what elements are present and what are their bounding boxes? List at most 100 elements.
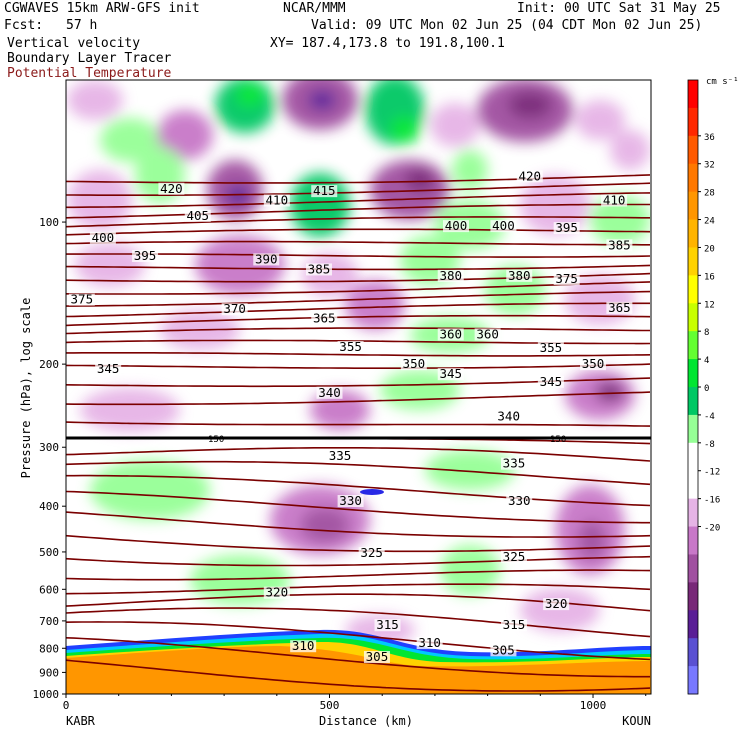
colorbar-segment (688, 414, 698, 444)
theta-contour (66, 352, 651, 357)
theta-contour (66, 302, 650, 318)
theta-label: 305 (492, 642, 515, 657)
theta-label-bg (506, 495, 533, 508)
theta-contour (66, 327, 650, 335)
colorbar-segment (688, 219, 698, 248)
colorbar-tick-label: -4 (704, 412, 715, 422)
theta-label-bg (543, 598, 570, 611)
theta-label: 390 (255, 251, 278, 266)
theta-label: 410 (603, 192, 626, 207)
theta-label-bg (316, 386, 343, 399)
theta-contour (66, 314, 651, 327)
potential-temperature-contours (66, 174, 651, 692)
theta-label-bg (132, 249, 159, 262)
theta-contour (66, 253, 651, 258)
theta-label: 340 (318, 385, 341, 400)
theta-label-bg (400, 358, 427, 371)
theta-contour (66, 447, 651, 462)
theta-label-bg (95, 363, 122, 376)
theta-label: 380 (439, 268, 462, 283)
colorbar-unit: cm s⁻¹ (706, 77, 739, 87)
x-tick-label: 1000 (580, 699, 607, 712)
theta-label: 335 (503, 456, 526, 471)
field-vertical-velocity: Vertical velocity (7, 36, 141, 51)
theta-label: 325 (360, 545, 383, 560)
center-label: NCAR/MMM (283, 1, 346, 16)
y-tick-label: 900 (39, 666, 59, 679)
theta-label: 335 (329, 448, 352, 463)
colorbar-segment (688, 666, 698, 695)
theta-labels: 4204054003954104153903853703753653553503… (68, 168, 633, 664)
colorbar-segment (688, 387, 698, 416)
theta-label: 400 (92, 230, 115, 245)
colorbar-segment (688, 442, 698, 472)
theta-contour (66, 621, 651, 661)
theta-contour (66, 607, 651, 638)
colorbar-segment (688, 191, 698, 221)
theta-label: 350 (403, 356, 426, 371)
colorbar-segment (688, 135, 698, 165)
theta-label: 400 (492, 218, 515, 233)
colorbar-segment (688, 359, 698, 388)
theta-label: 325 (503, 549, 526, 564)
tropopause-label-2: 150 (550, 435, 566, 445)
theta-contour (66, 511, 651, 538)
theta-contour (66, 555, 651, 567)
theta-label: 400 (445, 218, 468, 233)
theta-label-bg (374, 619, 401, 632)
theta-label-bg (437, 368, 464, 381)
theta-label-bg (537, 375, 564, 388)
theta-contour (66, 182, 651, 196)
colorbar-segment (688, 610, 698, 639)
colorbar-segment (688, 582, 698, 611)
field-potential-temperature: Potential Temperature (7, 66, 172, 81)
y-tick-label: 100 (39, 216, 59, 229)
y-tick-label: 500 (39, 546, 59, 559)
theta-contour (66, 216, 650, 228)
valid-time: Valid: 09 UTC Mon 02 Jun 25 (04 CDT Mon … (311, 18, 703, 33)
theta-label: 360 (476, 326, 499, 341)
theta-contour (66, 228, 651, 236)
colorbar: 36 32 28 24 20 16 12 8 4 0 -4 -8 -12 -16 -20 (687, 79, 720, 695)
theta-label-bg (221, 303, 248, 316)
colorbar-segment (688, 526, 698, 555)
theta-label: 320 (266, 585, 289, 600)
theta-label: 345 (439, 366, 462, 381)
theta-label-bg (311, 312, 338, 325)
theta-label-bg (437, 328, 464, 341)
x-axis-label: Distance (km) (319, 714, 413, 728)
theta-label: 330 (508, 493, 531, 508)
theta-contour (66, 490, 650, 524)
colorbar-segment (688, 638, 698, 667)
theta-label-bg (358, 547, 385, 560)
theta-label-bg (553, 272, 580, 285)
theta-contour (66, 534, 651, 553)
theta-label-bg (89, 231, 116, 244)
theta-label: 395 (134, 248, 157, 263)
theta-label-bg (158, 182, 185, 195)
theta-contour (66, 281, 651, 295)
colorbar-tick-label: 8 (704, 328, 709, 338)
theta-label: 365 (608, 300, 631, 315)
forecast-hour: 57 h (66, 18, 98, 33)
theta-label-bg (606, 301, 633, 314)
theta-label: 310 (418, 635, 441, 650)
theta-label: 420 (518, 168, 541, 183)
colorbar-segment (688, 275, 698, 304)
theta-label: 395 (555, 220, 578, 235)
theta-label-bg (416, 637, 443, 650)
theta-label: 380 (508, 268, 531, 283)
y-tick-label: 1000 (33, 688, 60, 701)
colorbar-tick-label: 20 (704, 244, 715, 254)
y-axis: 100 200 300 400 500 600 700 800 900 1000 (33, 216, 66, 701)
theta-label-bg (311, 185, 338, 198)
theta-label-bg (490, 220, 517, 233)
theta-label: 415 (313, 183, 336, 198)
theta-contour (66, 460, 651, 486)
theta-label-bg (490, 644, 517, 657)
colorbar-segment (688, 554, 698, 583)
theta-label: 315 (376, 617, 399, 632)
end-station-label: KOUN (622, 714, 651, 728)
theta-contour (66, 272, 651, 283)
theta-label: 370 (223, 301, 246, 316)
